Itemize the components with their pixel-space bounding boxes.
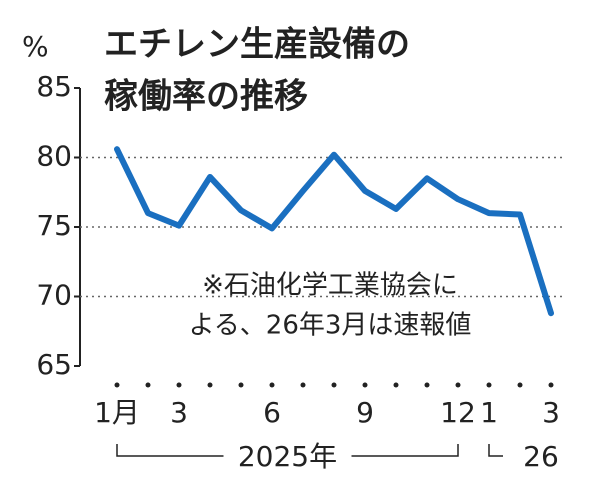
y-tick-label: 80 — [36, 140, 72, 173]
x-tick-dot — [517, 382, 523, 388]
data-line — [114, 146, 554, 317]
x-tick-dot — [548, 382, 554, 388]
year-label: 26 — [523, 440, 559, 473]
y-tick-label: 75 — [36, 209, 72, 242]
chart-title: 稼働率の推移 — [104, 77, 308, 117]
x-tick-label: 6 — [263, 396, 281, 429]
x-tick-label: 1月 — [94, 396, 140, 429]
x-tick-label: 1 — [480, 396, 498, 429]
x-tick-dot — [455, 382, 461, 388]
x-tick-dot — [114, 382, 120, 388]
x-tick-dot — [176, 382, 182, 388]
x-tick-label: 3 — [542, 396, 560, 429]
y-tick-label: 70 — [36, 279, 72, 312]
x-tick-label: 9 — [356, 396, 374, 429]
chart-title: エチレン生産設備の — [104, 25, 410, 65]
note: よる、26年3月は速報値 — [189, 311, 472, 341]
x-tick-dot — [393, 382, 399, 388]
note: ※石油化学工業協会に — [202, 271, 458, 301]
x-tick-dot — [362, 382, 368, 388]
x-tick-dot — [331, 382, 337, 388]
x-tick-dot — [145, 382, 151, 388]
y-tick-label: 85 — [36, 70, 72, 103]
y-unit: % — [22, 30, 49, 63]
x-tick-dot — [300, 382, 306, 388]
x-tick-dot — [486, 382, 492, 388]
year-label: 2025年 — [238, 440, 337, 473]
year-bracket — [488, 444, 503, 457]
x-tick-dot — [424, 382, 430, 388]
x-tick-dot — [238, 382, 244, 388]
x-tick-label: 12 — [440, 396, 476, 429]
y-tick-label: 65 — [36, 348, 72, 381]
bracket-gap — [223, 440, 352, 470]
x-tick-dot — [207, 382, 213, 388]
x-tick-dot — [269, 382, 275, 388]
x-tick-label: 3 — [170, 396, 188, 429]
